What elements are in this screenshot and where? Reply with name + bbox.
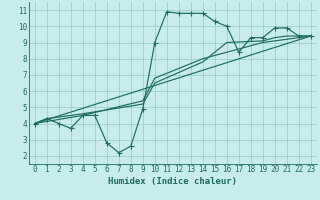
X-axis label: Humidex (Indice chaleur): Humidex (Indice chaleur) bbox=[108, 177, 237, 186]
